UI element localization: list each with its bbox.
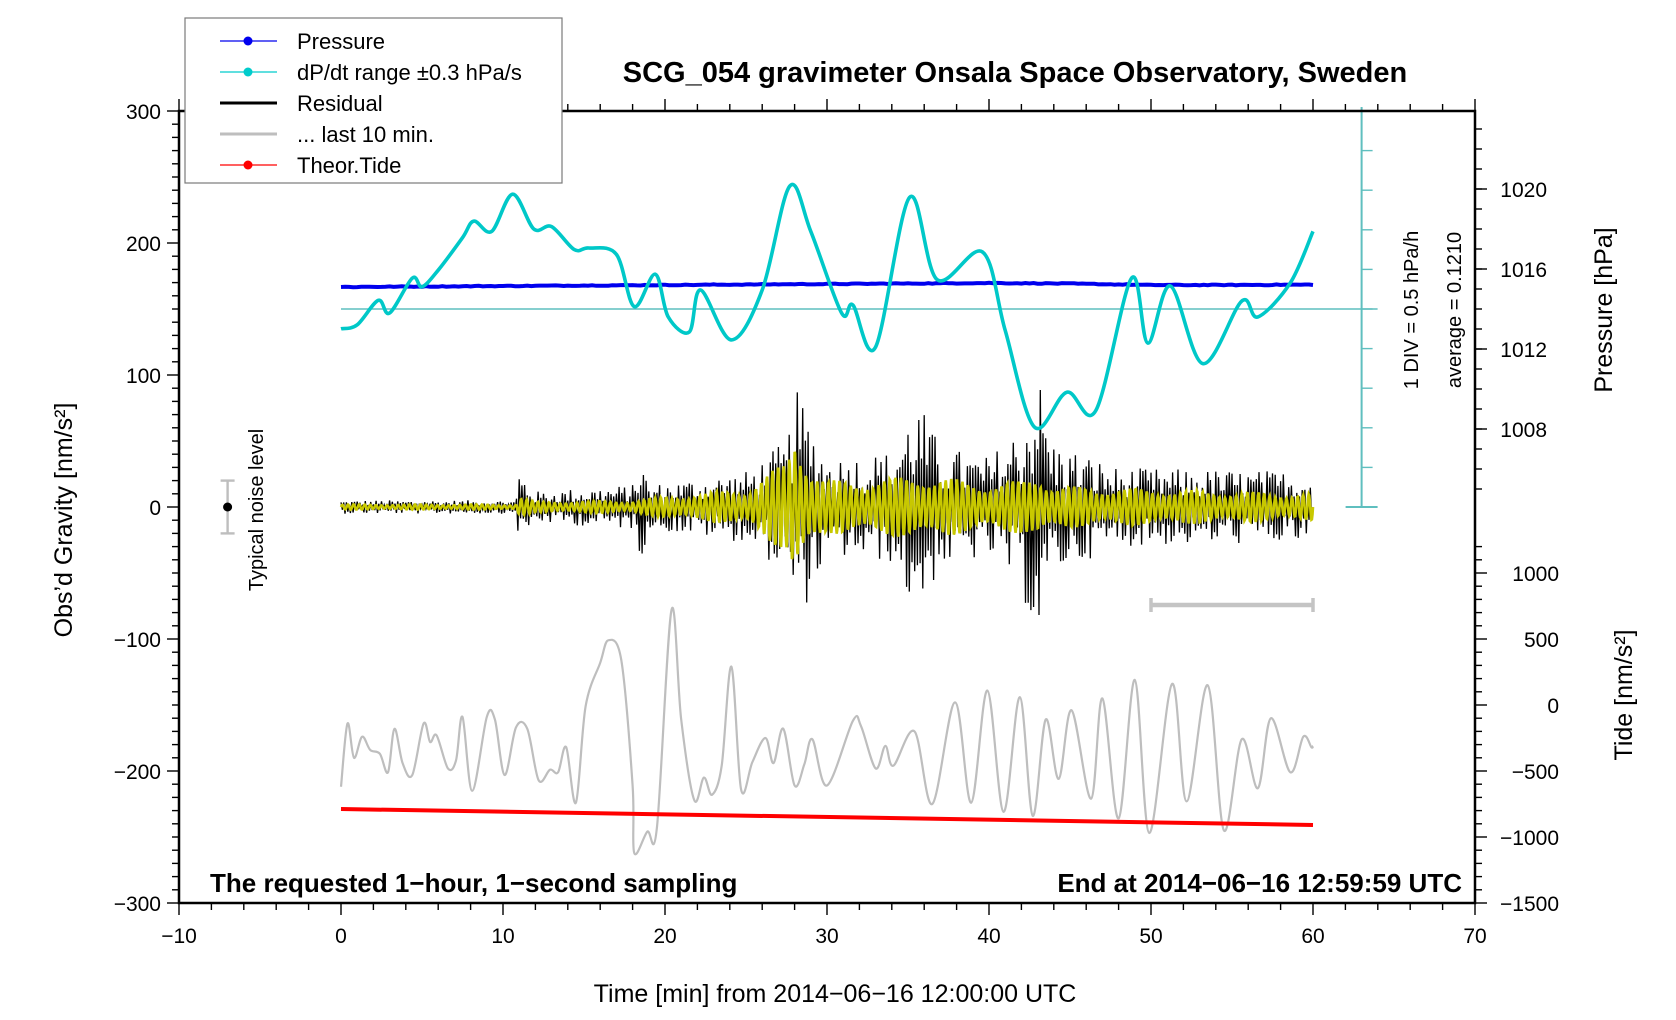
x-tick-label: 20 bbox=[653, 925, 676, 948]
y-tick-label: 100 bbox=[126, 365, 161, 388]
legend-item: Theor.Tide bbox=[220, 153, 401, 178]
legend-label: Residual bbox=[297, 91, 383, 116]
legend-label: dP/dt range ±0.3 hPa/s bbox=[297, 60, 522, 85]
legend-label: ... last 10 min. bbox=[297, 122, 434, 147]
chart-title: SCG_054 gravimeter Onsala Space Observat… bbox=[623, 57, 1407, 89]
legend: Pressure dP/dt range ±0.3 hPa/s Residual..… bbox=[184, 17, 563, 184]
legend-box bbox=[184, 17, 563, 184]
annotation-dpdt-scale: 1 DIV = 0.5 hPa/h bbox=[1401, 231, 1423, 389]
x-tick-label: 40 bbox=[977, 925, 1000, 948]
series-residual-filtered bbox=[339, 451, 1315, 560]
legend-marker bbox=[243, 67, 253, 77]
legend-item: ... last 10 min. bbox=[220, 122, 434, 147]
annotation-end-time: End at 2014−06−16 12:59:59 UTC bbox=[1057, 868, 1462, 898]
axis-tick-labels: −10 0 10 20 30 40 50 60 70−300−200−1000100200300… bbox=[114, 101, 1559, 948]
y-tick-label: −100 bbox=[114, 629, 161, 652]
y-axis-title-left: Obs’d Gravity [nm/s²] bbox=[50, 403, 78, 638]
pressure-tick-label: 1012 bbox=[1500, 339, 1547, 362]
legend-label: Pressure bbox=[297, 29, 385, 54]
y-tick-label: 0 bbox=[149, 497, 161, 520]
x-tick-label: 30 bbox=[815, 925, 838, 948]
pressure-tick-label: 1020 bbox=[1500, 179, 1547, 202]
tide-tick-label: −1000 bbox=[1500, 827, 1559, 850]
tide-tick-label: 1000 bbox=[1512, 563, 1559, 586]
noise-level-dot bbox=[223, 502, 233, 512]
annotation-sampling: The requested 1−hour, 1−second sampling bbox=[210, 868, 737, 898]
ten-minute-scale-bar bbox=[1149, 598, 1315, 612]
noise-level-indicator bbox=[220, 479, 235, 535]
legend-label: Theor.Tide bbox=[297, 153, 401, 178]
y-tick-label: −200 bbox=[114, 761, 161, 784]
series-last-10-min bbox=[339, 606, 1314, 856]
x-tick-label: 60 bbox=[1301, 925, 1324, 948]
annotation-dpdt-average: average = 0.1210 bbox=[1444, 232, 1466, 388]
tide-tick-label: −1500 bbox=[1500, 893, 1559, 916]
tide-tick-label: 0 bbox=[1547, 695, 1559, 718]
y-tick-label: −300 bbox=[114, 893, 161, 916]
legend-item: Pressure bbox=[220, 29, 385, 54]
x-tick-label: 0 bbox=[335, 925, 347, 948]
series-theor-tide bbox=[340, 807, 1314, 827]
x-tick-label: 70 bbox=[1463, 925, 1486, 948]
x-tick-label: 50 bbox=[1139, 925, 1162, 948]
series-layer bbox=[339, 182, 1315, 856]
tide-tick-label: −500 bbox=[1512, 761, 1559, 784]
x-tick-label: 10 bbox=[491, 925, 514, 948]
legend-items: Pressure dP/dt range ±0.3 hPa/s Residual..… bbox=[220, 29, 522, 178]
pressure-tick-label: 1016 bbox=[1500, 259, 1547, 282]
y-tick-label: 200 bbox=[126, 233, 161, 256]
pressure-tick-label: 1008 bbox=[1500, 419, 1547, 442]
y-axis-title-tide: Tide [nm/s²] bbox=[1610, 629, 1638, 760]
y-axis-title-pressure: Pressure [hPa] bbox=[1590, 227, 1618, 392]
legend-item: Residual bbox=[220, 91, 383, 116]
y-tick-label: 300 bbox=[126, 101, 161, 124]
x-axis-title: Time [min] from 2014−06−16 12:00:00 UTC bbox=[594, 980, 1077, 1008]
series-pressure bbox=[340, 280, 1314, 290]
legend-item: dP/dt range ±0.3 hPa/s bbox=[220, 60, 522, 85]
x-tick-label: −10 bbox=[161, 925, 197, 948]
series-dpdt bbox=[340, 182, 1315, 431]
noise-level-label: Typical noise level bbox=[246, 429, 268, 591]
legend-marker bbox=[243, 36, 253, 46]
tide-tick-label: 500 bbox=[1524, 629, 1559, 652]
legend-marker bbox=[243, 160, 253, 170]
